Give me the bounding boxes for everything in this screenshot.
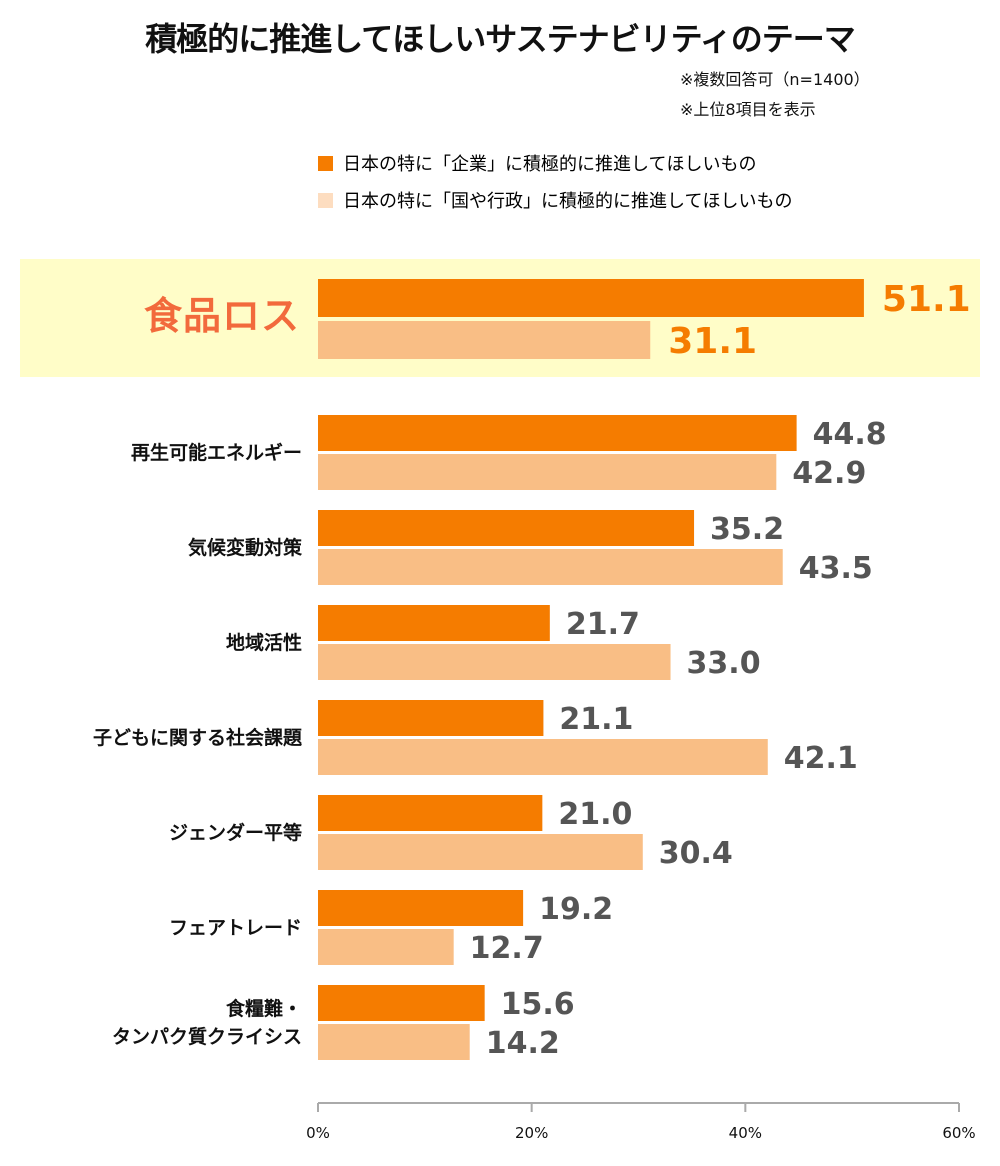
category-label: ジェンダー平等: [169, 821, 302, 844]
category-label: フェアトレード: [169, 917, 302, 939]
category-label: 食糧難・: [226, 997, 302, 1020]
bar-company: [318, 279, 864, 317]
legend-label-government: 日本の特に「国や行政」に積極的に推進してほしいもの: [343, 191, 793, 212]
value-label: 21.0: [558, 797, 632, 832]
value-label: 43.5: [799, 551, 873, 586]
bar-company: [318, 985, 485, 1021]
category-label: 再生可能エネルギー: [131, 441, 302, 464]
x-tick-label: 0%: [306, 1124, 330, 1142]
value-label: 31.1: [668, 321, 757, 362]
bar-government: [318, 549, 783, 585]
category-label: タンパク質クライシス: [112, 1025, 302, 1048]
value-label: 42.1: [784, 741, 858, 776]
value-label: 30.4: [659, 836, 733, 871]
bar-company: [318, 415, 797, 451]
value-label: 21.1: [559, 702, 633, 737]
bar-government: [318, 1024, 470, 1060]
chart-title: 積極的に推進してほしいサステナビリティのテーマ: [145, 20, 855, 58]
legend-item-company: 日本の特に「企業」に積極的に推進してほしいもの: [318, 150, 756, 176]
value-label: 21.7: [566, 607, 640, 642]
value-label: 19.2: [539, 892, 613, 927]
bar-company: [318, 700, 544, 736]
legend-item-government: 日本の特に「国や行政」に積極的に推進してほしいもの: [318, 187, 792, 213]
category-label: 地域活性: [226, 631, 302, 654]
x-tick-label: 40%: [729, 1124, 762, 1142]
bar-government: [318, 834, 643, 870]
value-label: 51.1: [882, 279, 971, 320]
note-top-items: ※上位8項目を表示: [680, 100, 816, 119]
bar-government: [318, 321, 651, 359]
bar-government: [318, 739, 768, 775]
legend-label-company: 日本の特に「企業」に積極的に推進してほしいもの: [343, 154, 757, 175]
value-label: 35.2: [710, 512, 784, 547]
x-tick-label: 20%: [515, 1124, 548, 1142]
category-label: 気候変動対策: [188, 536, 303, 559]
bar-government: [318, 929, 454, 965]
category-label: 子どもに関する社会課題: [93, 726, 303, 749]
bar-government: [318, 454, 777, 490]
note-multiple-answers: ※複数回答可（n=1400）: [680, 70, 870, 89]
value-label: 14.2: [486, 1026, 560, 1061]
bar-company: [318, 795, 543, 831]
value-label: 12.7: [470, 931, 544, 966]
bar-government: [318, 644, 671, 680]
value-label: 33.0: [687, 646, 761, 681]
legend-swatch-government: [318, 192, 333, 208]
x-tick-label: 60%: [942, 1124, 975, 1142]
value-label: 44.8: [813, 417, 887, 452]
legend-swatch-company: [318, 155, 333, 171]
bar-company: [318, 890, 524, 926]
bar-company: [318, 605, 550, 641]
bar-company: [318, 510, 695, 546]
value-label: 42.9: [792, 456, 866, 491]
category-label: 食品ロス: [144, 294, 300, 338]
value-label: 15.6: [501, 987, 575, 1022]
